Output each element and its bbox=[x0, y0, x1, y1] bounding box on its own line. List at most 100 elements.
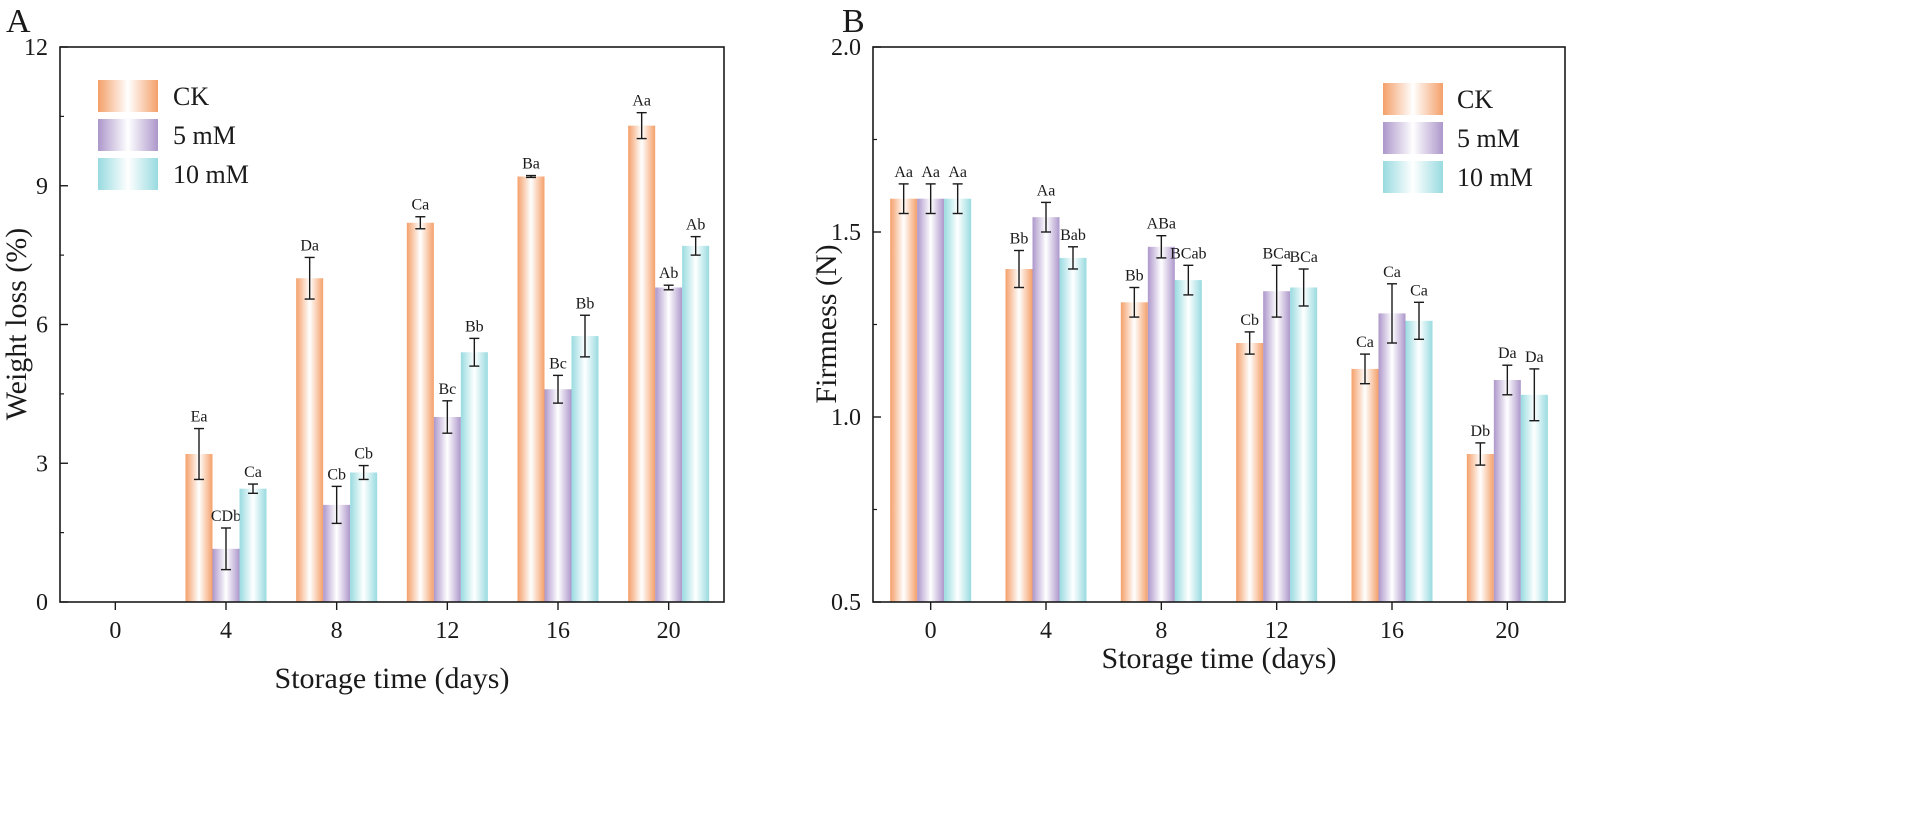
significance-label: Ab bbox=[686, 217, 706, 234]
significance-label: ABa bbox=[1147, 216, 1176, 233]
bar-10mm bbox=[1059, 257, 1087, 602]
bar-5mm bbox=[655, 287, 683, 602]
x-tick-label: 12 bbox=[1265, 618, 1289, 644]
significance-label: BCab bbox=[1170, 245, 1206, 262]
bar-5mm bbox=[1263, 291, 1291, 602]
bar-10mm bbox=[239, 488, 267, 602]
significance-label: Bc bbox=[438, 381, 456, 398]
bar-ck bbox=[1466, 454, 1494, 602]
bar-10mm bbox=[350, 472, 378, 602]
bar-5mm bbox=[1378, 313, 1406, 602]
significance-label: Da bbox=[300, 237, 319, 254]
legend-swatch bbox=[1383, 161, 1443, 193]
significance-label: Bb bbox=[1125, 268, 1144, 285]
axes: 0.5 1.0 1.5 2.0 0 4 8 12 16 20 bbox=[831, 35, 1519, 644]
significance-label: Ca bbox=[1356, 334, 1374, 351]
significance-label: Ca bbox=[244, 464, 262, 481]
bar-ck bbox=[1005, 269, 1033, 602]
bar-10mm bbox=[1520, 394, 1548, 602]
bar-10mm bbox=[1290, 287, 1318, 602]
bar-10mm bbox=[944, 198, 972, 602]
significance-label: BCa bbox=[1262, 245, 1290, 262]
legend-label: 10 mM bbox=[173, 160, 249, 189]
x-tick-label: 12 bbox=[435, 618, 459, 644]
y-tick-label: 12 bbox=[24, 35, 48, 61]
bar-10mm bbox=[571, 336, 599, 602]
bar-5mm bbox=[433, 417, 461, 602]
bar-10mm bbox=[1405, 320, 1433, 602]
y-axis-label: Weight loss (%) bbox=[0, 228, 33, 421]
axes: 0 3 6 9 12 0 4 8 12 16 20 bbox=[24, 35, 681, 644]
significance-label: BCa bbox=[1289, 249, 1317, 266]
significance-label: Aa bbox=[921, 164, 940, 181]
x-tick-label: 0 bbox=[925, 618, 937, 644]
bar-5mm bbox=[1032, 217, 1060, 602]
bar-5mm bbox=[1147, 246, 1175, 603]
bar-10mm bbox=[460, 352, 488, 602]
bar-ck bbox=[1120, 302, 1148, 602]
significance-label: Ea bbox=[191, 409, 208, 426]
y-tick-label: 3 bbox=[36, 451, 48, 477]
legend-swatch bbox=[98, 80, 158, 112]
x-tick-label: 20 bbox=[1495, 618, 1519, 644]
significance-label: Bb bbox=[465, 318, 484, 335]
weight-loss-panel: A Ea Da Ca Ba Aa CDb Cb Bc Bc Ab Ca Cb Bb Bb Ab 0 3 6 9 12… bbox=[0, 3, 725, 695]
y-tick-label: 0.5 bbox=[831, 590, 861, 616]
legend-label: 5 mM bbox=[1457, 124, 1520, 153]
legend-label: 10 mM bbox=[1457, 163, 1533, 192]
y-tick-label: 0 bbox=[36, 590, 48, 616]
bar-ck bbox=[1236, 343, 1264, 602]
bar-ck bbox=[517, 176, 545, 602]
legend-swatch bbox=[98, 119, 158, 151]
bar-5mm bbox=[544, 389, 572, 602]
x-tick-label: 0 bbox=[109, 618, 121, 644]
legend-label: CK bbox=[173, 82, 209, 111]
x-tick-label: 20 bbox=[657, 618, 681, 644]
plot-area: Ea Da Ca Ba Aa CDb Cb Bc Bc Ab Ca Cb Bb Bb Ab bbox=[185, 93, 710, 602]
legend-swatch bbox=[1383, 122, 1443, 154]
x-axis-label: Storage time (days) bbox=[275, 662, 510, 695]
y-tick-label: 1.5 bbox=[831, 220, 861, 246]
significance-label: Aa bbox=[948, 164, 967, 181]
y-tick-label: 9 bbox=[36, 174, 48, 200]
significance-label: Bc bbox=[549, 355, 567, 372]
bar-10mm bbox=[682, 245, 710, 602]
legend-swatch bbox=[1383, 83, 1443, 115]
bar-5mm bbox=[917, 198, 945, 602]
panel-label: A bbox=[6, 3, 31, 40]
legend-swatch bbox=[98, 158, 158, 190]
x-tick-label: 16 bbox=[546, 618, 570, 644]
bar-10mm bbox=[1174, 280, 1202, 602]
significance-label: Cb bbox=[1240, 312, 1259, 329]
legend: CK 5 mM 10 mM bbox=[1383, 83, 1533, 193]
significance-label: Ca bbox=[411, 197, 429, 214]
y-tick-label: 2.0 bbox=[831, 35, 861, 61]
bar-ck bbox=[1351, 368, 1379, 602]
significance-label: Ca bbox=[1383, 264, 1401, 281]
x-tick-label: 8 bbox=[331, 618, 343, 644]
x-tick-label: 4 bbox=[1040, 618, 1052, 644]
significance-label: Aa bbox=[1037, 182, 1056, 199]
firmness-panel: B Aa Bb Bb Cb Ca Db Aa Aa ABa BCa Ca Da Aa Bab BCab BCa… bbox=[810, 3, 1566, 675]
significance-label: Bb bbox=[1010, 231, 1029, 248]
plot-area: Aa Bb Bb Cb Ca Db Aa Aa ABa BCa Ca Da Aa Bab BCab BCa Ca… bbox=[890, 164, 1548, 603]
bar-ck bbox=[296, 278, 324, 602]
significance-label: Aa bbox=[894, 164, 913, 181]
significance-label: Bab bbox=[1060, 227, 1086, 244]
y-tick-label: 1.0 bbox=[831, 405, 861, 431]
y-tick-label: 6 bbox=[36, 313, 48, 339]
y-axis-label: Firmness (N) bbox=[810, 244, 843, 403]
significance-label: Da bbox=[1498, 345, 1517, 362]
significance-label: Db bbox=[1471, 423, 1491, 440]
significance-label: Aa bbox=[632, 93, 651, 110]
legend: CK 5 mM 10 mM bbox=[98, 80, 249, 190]
significance-label: Cb bbox=[327, 466, 346, 483]
legend-label: 5 mM bbox=[173, 121, 236, 150]
significance-label: CDb bbox=[211, 508, 241, 525]
bar-ck bbox=[890, 198, 918, 602]
bar-5mm bbox=[1493, 380, 1521, 602]
x-tick-label: 4 bbox=[220, 618, 232, 644]
significance-label: Cb bbox=[354, 446, 373, 463]
